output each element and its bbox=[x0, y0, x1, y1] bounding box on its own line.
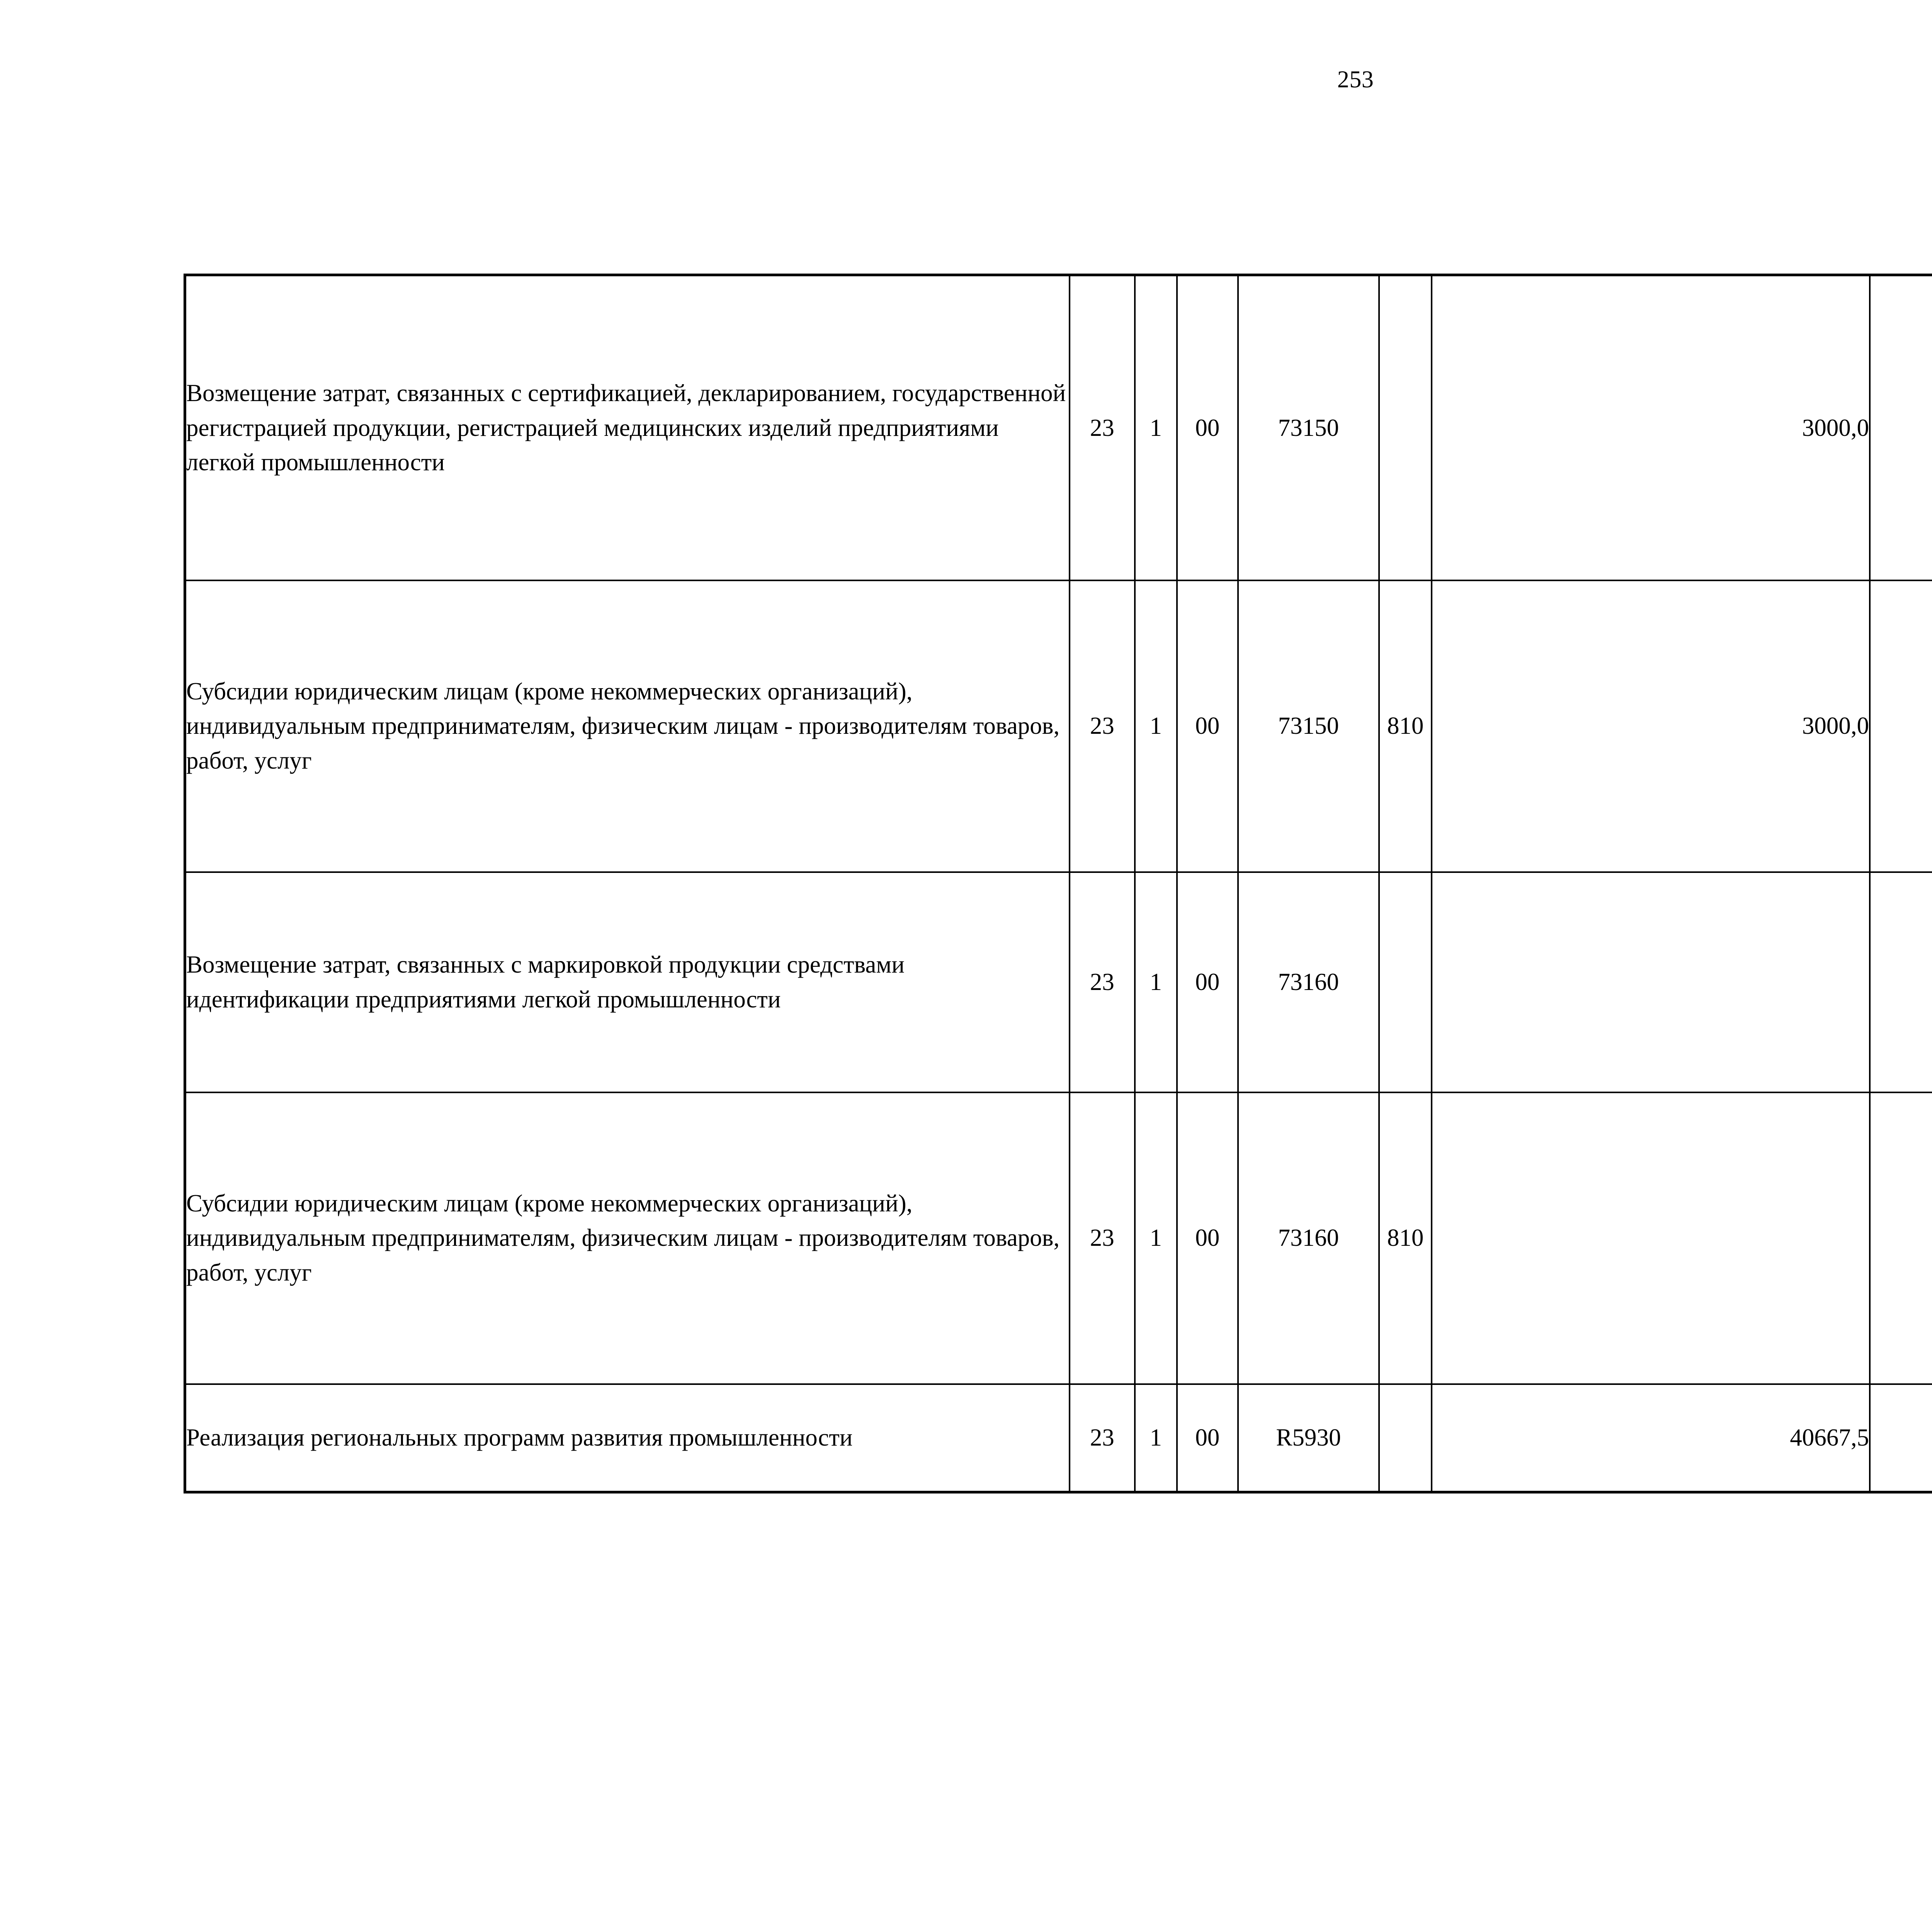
cell-code-c: 00 bbox=[1176, 1091, 1239, 1385]
cell-code-c: 00 bbox=[1176, 579, 1239, 873]
cell-code-a: 23 bbox=[1068, 1091, 1136, 1385]
table-row: Возмещение затрат, связанных с маркировк… bbox=[184, 871, 1932, 1093]
cell-code-a: 23 bbox=[1068, 871, 1136, 1093]
budget-table: Возмещение затрат, связанных с сертифика… bbox=[184, 274, 1932, 1493]
cell-amount-year-2 bbox=[1869, 1383, 1932, 1493]
page-number: 253 bbox=[1337, 66, 1374, 93]
cell-code-b: 1 bbox=[1134, 579, 1178, 873]
cell-amount-year-1: 3000,0 bbox=[1431, 579, 1871, 873]
table-row: Реализация региональных программ развити… bbox=[184, 1383, 1932, 1493]
cell-target-article-code: 73150 bbox=[1237, 579, 1380, 873]
table-row: Субсидии юридическим лицам (кроме некомм… bbox=[184, 579, 1932, 873]
cell-target-article-code: R5930 bbox=[1237, 1383, 1380, 1493]
cell-amount-year-1 bbox=[1431, 871, 1871, 1093]
cell-expense-type-code bbox=[1378, 274, 1433, 581]
cell-expense-type-code: 810 bbox=[1378, 1091, 1433, 1385]
cell-expense-name: Возмещение затрат, связанных с сертифика… bbox=[184, 274, 1070, 581]
cell-amount-year-2: 3000,0 bbox=[1869, 579, 1932, 873]
cell-code-a: 23 bbox=[1068, 274, 1136, 581]
cell-amount-year-1 bbox=[1431, 1091, 1871, 1385]
cell-code-b: 1 bbox=[1134, 274, 1178, 581]
table-row: Субсидии юридическим лицам (кроме некомм… bbox=[184, 1091, 1932, 1385]
cell-code-b: 1 bbox=[1134, 1091, 1178, 1385]
cell-amount-year-2: 2000,0 bbox=[1869, 871, 1932, 1093]
cell-amount-year-1: 40667,5 bbox=[1431, 1383, 1871, 1493]
cell-code-a: 23 bbox=[1068, 1383, 1136, 1493]
cell-code-c: 00 bbox=[1176, 274, 1239, 581]
cell-code-c: 00 bbox=[1176, 871, 1239, 1093]
cell-target-article-code: 73150 bbox=[1237, 274, 1380, 581]
cell-code-b: 1 bbox=[1134, 1383, 1178, 1493]
cell-amount-year-2: 2000,0 bbox=[1869, 1091, 1932, 1385]
budget-table-container: Возмещение затрат, связанных с сертифика… bbox=[184, 274, 1932, 1493]
cell-code-a: 23 bbox=[1068, 579, 1136, 873]
cell-expense-type-code: 810 bbox=[1378, 579, 1433, 873]
cell-amount-year-1: 3000,0 bbox=[1431, 274, 1871, 581]
table-row: Возмещение затрат, связанных с сертифика… bbox=[184, 274, 1932, 581]
cell-expense-name: Субсидии юридическим лицам (кроме некомм… bbox=[184, 579, 1070, 873]
cell-expense-name: Реализация региональных программ развити… bbox=[184, 1383, 1070, 1493]
cell-expense-type-code bbox=[1378, 871, 1433, 1093]
cell-expense-name: Возмещение затрат, связанных с маркировк… bbox=[184, 871, 1070, 1093]
cell-expense-name: Субсидии юридическим лицам (кроме некомм… bbox=[184, 1091, 1070, 1385]
cell-target-article-code: 73160 bbox=[1237, 1091, 1380, 1385]
cell-amount-year-2: 3000,0 bbox=[1869, 274, 1932, 581]
cell-code-c: 00 bbox=[1176, 1383, 1239, 1493]
cell-target-article-code: 73160 bbox=[1237, 871, 1380, 1093]
cell-expense-type-code bbox=[1378, 1383, 1433, 1493]
cell-code-b: 1 bbox=[1134, 871, 1178, 1093]
